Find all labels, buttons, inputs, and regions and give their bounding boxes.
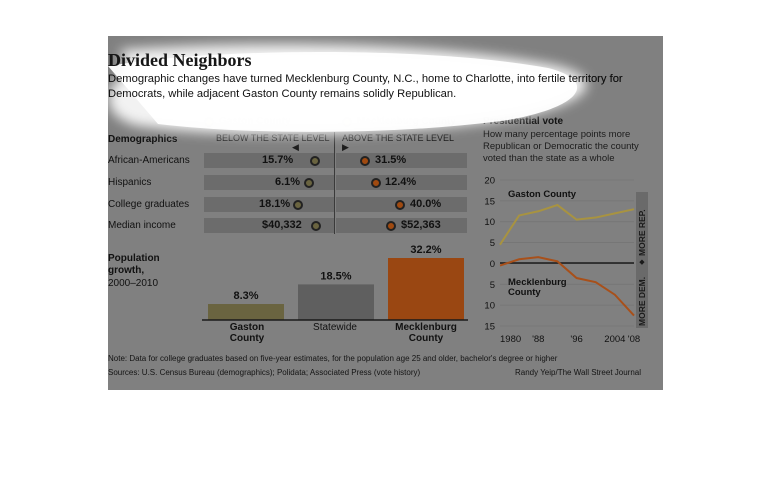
row-bg xyxy=(204,153,334,168)
gaston-marker-icon xyxy=(310,156,320,166)
gaston-legend-icon xyxy=(204,117,214,127)
vote-line-chart: 20 15 10 5 0 5 10 15 1980 '88 '96 2004'08 Gaston C… xyxy=(484,176,648,345)
gaston-growth-label: Gaston County xyxy=(229,322,265,344)
mecklenburg-value: 40.0% xyxy=(410,198,442,210)
y-tick-label: 0 xyxy=(490,259,495,270)
y-tick-label: 15 xyxy=(484,322,495,333)
row-bg xyxy=(336,218,467,233)
row-bg xyxy=(336,175,467,190)
growth-value-label: 8.3% xyxy=(233,290,258,302)
row-label: Median income xyxy=(108,220,176,231)
gaston-growth-bar xyxy=(208,304,284,320)
statewide-growth-label: Statewide xyxy=(313,322,357,333)
mecklenburg-marker-icon xyxy=(386,221,396,231)
more-dem-label: MORE DEM. xyxy=(637,277,647,326)
row-bg xyxy=(204,218,334,233)
sources: Sources: U.S. Census Bureau (demographic… xyxy=(108,368,421,377)
growth-heading: Population growth, xyxy=(108,253,160,276)
y-tick-label: 20 xyxy=(484,176,495,187)
vote-heading: Presidential vote xyxy=(483,116,564,127)
mecklenburg-growth-label: Mecklenburg County xyxy=(395,322,457,344)
x-tick-label: 1980 xyxy=(500,334,521,345)
y-tick-label: 5 xyxy=(490,280,495,291)
statewide-growth-bar xyxy=(298,284,374,320)
demographics-heading: Demographics xyxy=(108,134,178,145)
row-label: College graduates xyxy=(108,199,190,210)
gaston-value: $40,332 xyxy=(262,219,302,231)
mecklenburg-value: 31.5% xyxy=(375,154,407,166)
vote-description: How many percentage points more Republic… xyxy=(483,129,639,164)
below-state-label: BELOW THE STATE LEVEL xyxy=(216,133,330,143)
gaston-series-label: Gaston County xyxy=(508,189,577,200)
direction-strip xyxy=(636,192,648,328)
mecklenburg-value: $52,363 xyxy=(401,219,441,231)
subtitle-overlay: Demographic changes have turned Mecklenb… xyxy=(108,73,623,100)
more-rep-label: MORE REP. xyxy=(637,209,647,256)
note: Note: Data for college graduates based o… xyxy=(108,354,558,363)
y-tick-label: 15 xyxy=(484,196,495,207)
y-tick-label: 10 xyxy=(484,217,495,228)
growth-value-label: 32.2% xyxy=(410,244,441,256)
gaston-value: 15.7% xyxy=(262,154,294,166)
right-arrow-icon: ▶ xyxy=(342,142,349,152)
mecklenburg-vote-line xyxy=(499,256,635,317)
mecklenburg-legend-icon xyxy=(342,117,352,127)
x-tick-label: '88 xyxy=(532,334,544,345)
mecklenburg-value: 12.4% xyxy=(385,176,417,188)
page-title-overlay: Divided Neighbors xyxy=(108,50,252,70)
mecklenburg-legend-label: Mecklenburg County xyxy=(357,116,456,127)
growth-value-label: 18.5% xyxy=(320,270,351,282)
growth-bar-chart: 8.3% 18.5% 32.2% xyxy=(202,244,468,321)
growth-years: 2000–2010 xyxy=(108,278,159,289)
mecklenburg-marker-icon xyxy=(360,156,370,166)
gaston-marker-icon xyxy=(311,221,321,231)
x-tick-label: '96 xyxy=(570,334,582,345)
mecklenburg-marker-icon xyxy=(371,178,381,188)
gaston-value: 6.1% xyxy=(275,176,301,188)
gaston-marker-icon xyxy=(304,178,314,188)
gaston-value: 18.1% xyxy=(259,198,291,210)
y-tick-label: 10 xyxy=(484,301,495,312)
x-tick-label: '08 xyxy=(628,334,640,345)
credit: Randy Yeip/The Wall Street Journal xyxy=(515,368,641,377)
mecklenburg-growth-bar xyxy=(388,258,464,320)
state-level-divider xyxy=(334,132,335,234)
gaston-vote-line xyxy=(499,203,635,246)
divider-arrow-icon: ◆ xyxy=(639,259,645,266)
gaston-marker-icon xyxy=(293,200,303,210)
mecklenburg-series-label-2: County xyxy=(508,287,541,298)
y-tick-label: 5 xyxy=(490,238,495,249)
row-label: African-Americans xyxy=(108,155,190,166)
gaston-legend-label: Gaston County xyxy=(219,116,291,127)
mecklenburg-marker-icon xyxy=(395,200,405,210)
left-arrow-icon: ◀ xyxy=(292,142,299,152)
above-state-label: ABOVE THE STATE LEVEL xyxy=(342,133,455,143)
mecklenburg-series-label: Mecklenburg xyxy=(508,277,567,288)
row-label: Hispanics xyxy=(108,177,152,188)
x-tick-label: 2004 xyxy=(604,334,625,345)
row-bg xyxy=(204,175,334,190)
